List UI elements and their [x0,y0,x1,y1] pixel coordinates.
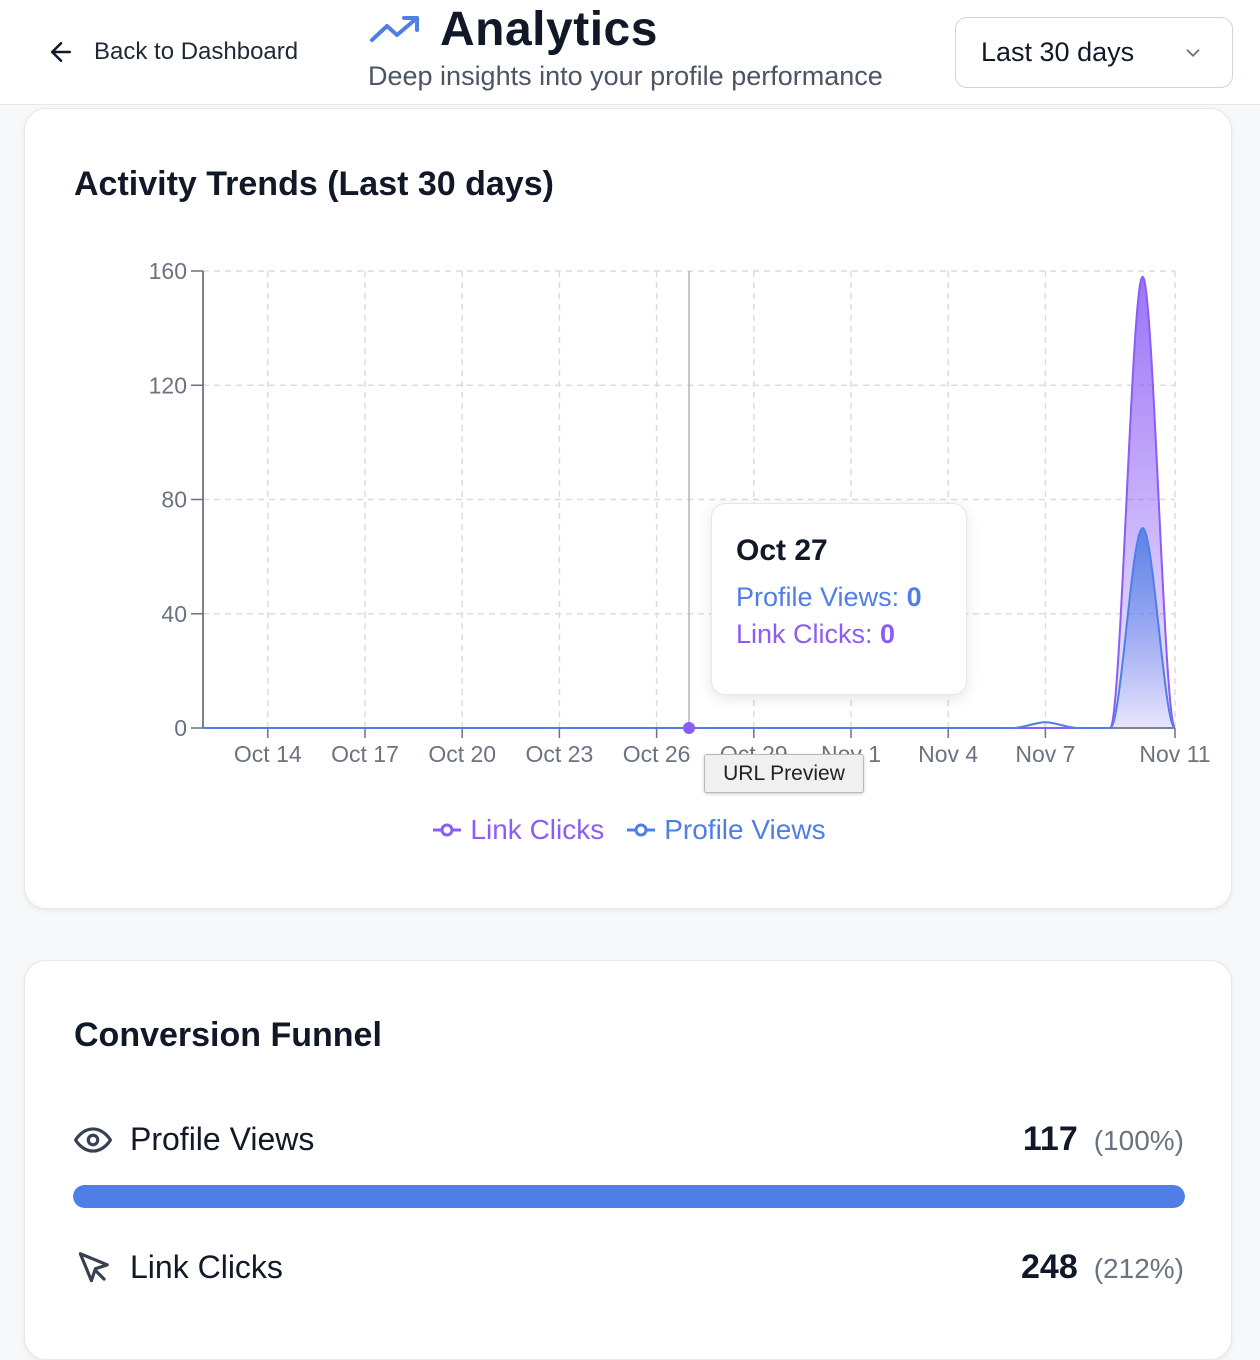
funnel-row-profile-views: Profile Views 117 (100%) [74,1120,1184,1159]
chevron-down-icon [1186,48,1200,57]
legend-profile-views-label: Profile Views [664,814,826,845]
y-tick-label: 40 [161,601,187,627]
page-heading: Analytics Deep insights into your profil… [368,2,883,92]
x-tick-label: Oct 14 [234,741,302,767]
back-to-dashboard-button[interactable]: Back to Dashboard [46,34,298,70]
arrow-left-icon [51,42,71,62]
funnel-count: 248 [1021,1248,1078,1286]
x-tick-label: Nov 7 [1015,741,1075,767]
funnel-label: Link Clicks [130,1249,283,1285]
conversion-funnel-card: Conversion Funnel Profile Views 117 (100… [24,960,1232,1360]
tooltip-date: Oct 27 [736,534,828,567]
eye-icon [74,1126,112,1153]
tooltip-clicks-line: Link Clicks: 0 [736,619,942,650]
funnel-row-link-clicks: Link Clicks 248 (212%) [74,1248,1184,1287]
funnel-progress-track [73,1185,1185,1208]
chart-legend: Link Clicks Profile Views [25,814,1233,846]
cursor-icon [78,1251,109,1282]
y-tick-label: 80 [161,487,187,513]
series-line-profile-views [203,527,1176,729]
legend-link-clicks-label: Link Clicks [470,814,605,845]
x-tick-label: Nov 11 [1139,741,1210,767]
tooltip-views-line: Profile Views: 0 [736,582,942,613]
date-range-select[interactable]: Last 30 days [955,17,1233,88]
activity-trends-title: Activity Trends (Last 30 days) [74,165,554,203]
x-tick-label: Oct 20 [428,741,496,767]
activity-trends-card: Activity Trends (Last 30 days) 0 40 80 120 1… [24,108,1232,909]
hover-point [683,722,695,734]
page-title: Analytics [440,3,658,56]
back-label: Back to Dashboard [94,38,299,65]
funnel-count: 117 [1022,1120,1078,1158]
chart-tooltip: Oct 27 Profile Views: 0 Link Clicks: 0 [711,503,967,695]
activity-trends-chart[interactable]: 0 40 80 120 160 Oct 14 Oct 17 Oct 20 Oct 23 Oct 2… [25,109,1233,809]
funnel-progress-fill [73,1185,1185,1208]
tooltip-views-value: 0 [906,582,922,612]
tooltip-views-label: Profile Views: [736,582,900,612]
y-tick-label: 0 [174,715,187,741]
legend-line-icon [433,823,462,837]
legend-profile-views[interactable]: Profile Views [626,814,826,846]
x-tick-label: Oct 26 [623,741,691,767]
conversion-funnel-title: Conversion Funnel [74,1016,382,1054]
page-subtitle: Deep insights into your profile performa… [368,61,883,91]
y-tick-label: 120 [149,372,187,398]
legend-line-icon [627,823,656,837]
tooltip-clicks-value: 0 [880,619,896,649]
x-tick-label: Oct 23 [526,741,594,767]
y-tick-label: 160 [149,258,187,284]
url-preview-tooltip: URL Preview [704,754,864,793]
x-tick-label: Oct 17 [331,741,399,767]
legend-link-clicks[interactable]: Link Clicks [432,814,604,846]
x-tick-label: Nov 4 [918,741,978,767]
tooltip-clicks-label: Link Clicks: [736,619,873,649]
trending-up-icon [370,15,419,42]
date-range-value: Last 30 days [981,37,1135,67]
funnel-label: Profile Views [130,1121,315,1157]
top-header: Back to Dashboard Analytics Deep insight… [0,0,1260,105]
funnel-percent: (212%) [1093,1253,1184,1284]
funnel-percent: (100%) [1093,1125,1184,1156]
